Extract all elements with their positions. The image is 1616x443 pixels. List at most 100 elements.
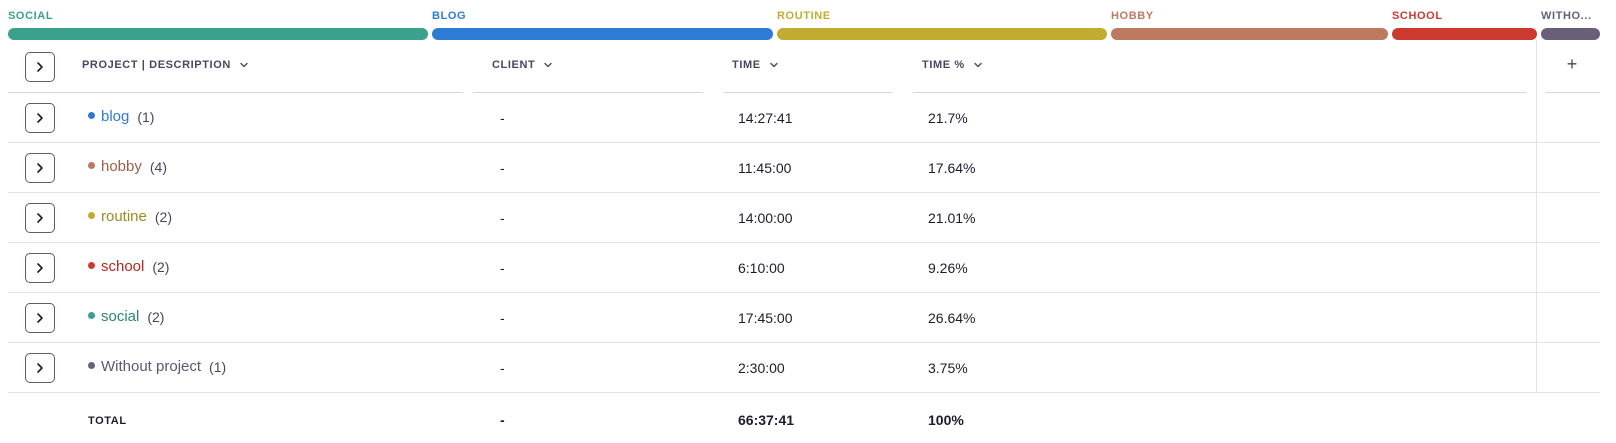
project-color-dot — [88, 162, 95, 169]
table-header: PROJECT | DESCRIPTION CLIENT TIME TIME %… — [0, 40, 1616, 93]
expand-row-button[interactable] — [25, 103, 55, 133]
client-cell: - — [500, 360, 505, 376]
project-color-dot — [88, 212, 95, 219]
project-cell[interactable]: social (2) — [88, 308, 164, 325]
distribution-bar-social — [8, 28, 428, 40]
column-header-client-label: CLIENT — [492, 59, 536, 71]
total-label: TOTAL — [88, 415, 127, 427]
column-divider — [1536, 40, 1537, 392]
distribution-segment-routine[interactable]: ROUTINE — [777, 0, 1107, 40]
client-cell: - — [500, 160, 505, 176]
chevron-down-icon — [769, 62, 778, 68]
row-divider — [8, 142, 1551, 143]
client-cell: - — [500, 310, 505, 326]
time-percent-cell: 21.01% — [928, 210, 976, 226]
table-row[interactable]: blog (1) - 14:27:41 21.7% — [0, 93, 1616, 143]
client-cell: - — [500, 210, 505, 226]
distribution-segment-hobby[interactable]: HOBBY — [1111, 0, 1388, 40]
chevron-down-icon — [544, 62, 553, 68]
time-percent-cell: 17.64% — [928, 160, 976, 176]
time-percent-cell: 9.26% — [928, 260, 968, 276]
header-divider — [1546, 92, 1600, 93]
header-divider — [913, 92, 1526, 93]
project-cell[interactable]: Without project (1) — [88, 358, 226, 375]
distribution-bar-blog — [432, 28, 773, 40]
table-row[interactable]: school (2) - 6:10:00 9.26% — [0, 243, 1616, 293]
chevron-right-icon — [37, 113, 43, 123]
client-cell: - — [500, 260, 505, 276]
chevron-right-icon — [37, 213, 43, 223]
project-name: hobby — [101, 158, 142, 175]
table-row[interactable]: social (2) - 17:45:00 26.64% — [0, 293, 1616, 343]
total-client-cell: - — [500, 412, 505, 428]
column-header-project[interactable]: PROJECT | DESCRIPTION — [82, 59, 249, 71]
distribution-label-blog: BLOG — [432, 10, 467, 22]
table-row[interactable]: hobby (4) - 11:45:00 17.64% — [0, 143, 1616, 193]
project-cell[interactable]: routine (2) — [88, 208, 172, 225]
column-header-time-percent-label: TIME % — [922, 59, 965, 71]
table-row[interactable]: Without project (1) - 2:30:00 3.75% — [0, 343, 1616, 393]
project-name: social — [101, 308, 140, 325]
expand-all-button[interactable] — [25, 52, 55, 82]
total-row: TOTAL - 66:37:41 100% — [0, 392, 1616, 443]
distribution-segment-school[interactable]: SCHOOL — [1392, 0, 1537, 40]
entry-count: (2) — [147, 308, 165, 325]
entry-count: (2) — [154, 208, 172, 225]
header-divider — [473, 92, 703, 93]
expand-row-button[interactable] — [25, 153, 55, 183]
chevron-right-icon — [37, 62, 43, 72]
chevron-right-icon — [37, 313, 43, 323]
entry-count: (2) — [152, 258, 170, 275]
project-cell[interactable]: blog (1) — [88, 108, 154, 125]
row-divider — [1546, 342, 1600, 343]
distribution-segment-without-project[interactable]: WITHO... — [1541, 0, 1600, 40]
time-cell: 6:10:00 — [738, 260, 785, 276]
row-divider — [1546, 192, 1600, 193]
expand-row-button[interactable] — [25, 303, 55, 333]
time-cell: 14:00:00 — [738, 210, 793, 226]
chevron-right-icon — [37, 163, 43, 173]
client-cell: - — [500, 110, 505, 126]
time-cell: 2:30:00 — [738, 360, 785, 376]
distribution-bar-routine — [777, 28, 1107, 40]
time-cell: 11:45:00 — [738, 160, 792, 176]
row-divider — [1546, 392, 1600, 393]
distribution-label-social: SOCIAL — [8, 10, 54, 22]
column-header-time-percent[interactable]: TIME % — [922, 59, 983, 71]
project-color-dot — [88, 262, 95, 269]
project-name: routine — [101, 208, 147, 225]
project-name: blog — [101, 108, 130, 125]
expand-row-button[interactable] — [25, 253, 55, 283]
row-divider — [1546, 242, 1600, 243]
column-header-project-label: PROJECT | DESCRIPTION — [82, 59, 231, 71]
entry-count: (1) — [137, 108, 155, 125]
time-cell: 14:27:41 — [738, 110, 793, 126]
project-cell[interactable]: school (2) — [88, 258, 169, 275]
distribution-bar-school — [1392, 28, 1537, 40]
time-cell: 17:45:00 — [738, 310, 793, 326]
table-row[interactable]: routine (2) - 14:00:00 21.01% — [0, 193, 1616, 243]
row-divider — [1546, 142, 1600, 143]
distribution-bar-without-project — [1541, 28, 1600, 40]
header-divider — [8, 92, 463, 93]
total-time-percent-cell: 100% — [928, 412, 964, 428]
project-color-dot — [88, 312, 95, 319]
column-header-client[interactable]: CLIENT — [492, 59, 553, 71]
expand-row-button[interactable] — [25, 203, 55, 233]
plus-icon: + — [1566, 53, 1578, 74]
entry-count: (4) — [149, 158, 167, 175]
column-header-time[interactable]: TIME — [732, 59, 779, 71]
project-cell[interactable]: hobby (4) — [88, 158, 167, 175]
chevron-right-icon — [37, 263, 43, 273]
row-divider — [8, 242, 1551, 243]
row-divider — [8, 192, 1551, 193]
distribution-bar-hobby — [1111, 28, 1388, 40]
expand-row-button[interactable] — [25, 353, 55, 383]
distribution-segment-blog[interactable]: BLOG — [432, 0, 773, 40]
distribution-label-without-project: WITHO... — [1541, 10, 1592, 22]
row-divider — [8, 392, 1551, 393]
distribution-segment-social[interactable]: SOCIAL — [8, 0, 428, 40]
project-distribution-bar: SOCIAL BLOG ROUTINE HOBBY SCHOOL WITHO..… — [0, 0, 1616, 40]
chevron-down-icon — [240, 62, 248, 68]
add-column-button[interactable]: + — [1560, 52, 1584, 76]
